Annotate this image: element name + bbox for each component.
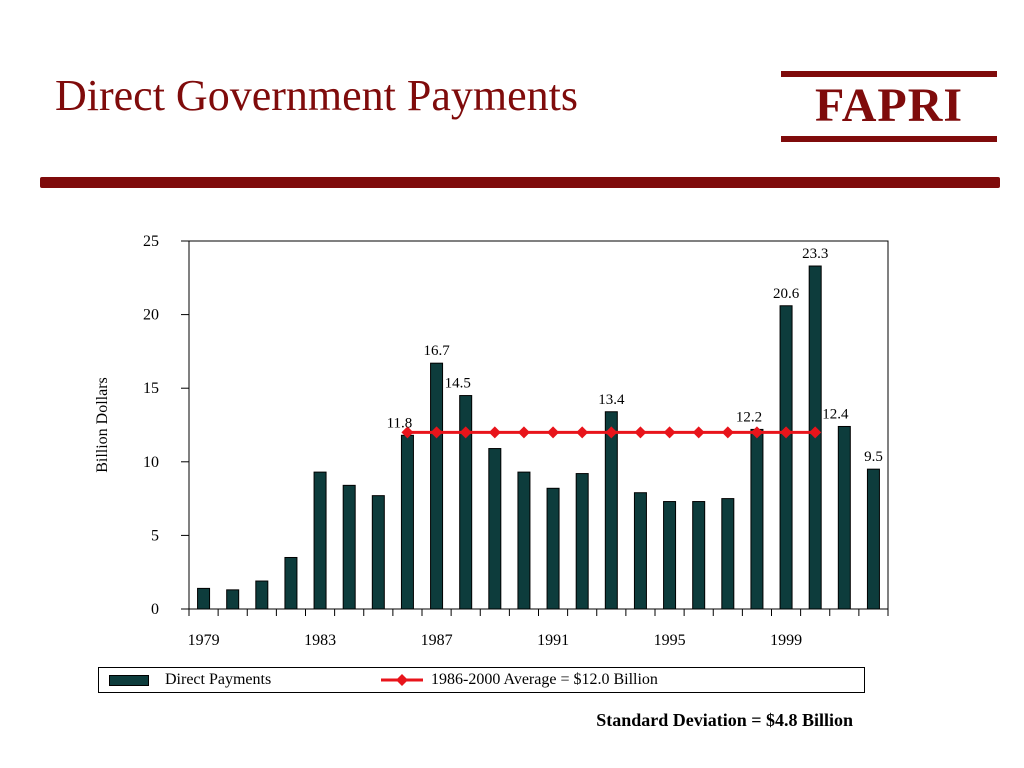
y-axis-label: Billion Dollars — [94, 377, 111, 473]
slide-title: Direct Government Payments — [55, 71, 578, 120]
bar — [721, 498, 735, 610]
x-tick-label: 1987 — [421, 632, 453, 649]
bar — [517, 471, 531, 610]
data-label: 20.6 — [773, 286, 800, 302]
x-tick-label: 1991 — [537, 632, 569, 649]
bar — [604, 411, 618, 610]
standard-deviation-note: Standard Deviation = $4.8 Billion — [596, 710, 853, 730]
bar — [226, 589, 240, 610]
average-marker — [547, 426, 560, 439]
legend-bar-swatch — [109, 675, 149, 686]
logo-bottom-bar — [781, 136, 997, 142]
bar — [371, 495, 385, 610]
average-marker — [663, 426, 676, 439]
x-tick-label: 1995 — [654, 632, 686, 649]
average-marker — [634, 426, 647, 439]
bar — [197, 587, 211, 610]
logo-text: FAPRI — [814, 79, 964, 132]
title-divider — [40, 177, 1000, 188]
average-marker — [430, 426, 443, 439]
average-marker — [576, 426, 589, 439]
bar — [400, 434, 414, 610]
bar — [255, 580, 269, 610]
bar — [692, 501, 706, 610]
average-marker — [488, 426, 501, 439]
average-marker — [721, 426, 734, 439]
y-tick-label: 0 — [151, 601, 159, 618]
bar — [837, 425, 851, 610]
x-tick-label: 1979 — [188, 632, 220, 649]
x-tick-label: 1999 — [770, 632, 802, 649]
average-marker — [459, 426, 472, 439]
data-label: 12.4 — [822, 406, 849, 422]
bar — [575, 473, 589, 610]
average-marker — [809, 426, 822, 439]
legend-label-average: 1986-2000 Average = $12.0 Billion — [431, 671, 658, 688]
bar — [633, 492, 647, 610]
y-tick-label: 15 — [143, 380, 159, 397]
data-label: 11.8 — [387, 415, 413, 431]
bar — [313, 471, 327, 610]
average-marker — [401, 426, 414, 439]
y-tick-label: 5 — [151, 527, 159, 544]
average-marker — [605, 426, 618, 439]
bar — [750, 428, 764, 610]
logo-top-bar — [781, 71, 997, 77]
chart-legend: Direct Payments 1986-2000 Average = $12.… — [98, 667, 865, 693]
bar — [779, 305, 793, 610]
y-tick-label: 25 — [143, 233, 159, 250]
bar — [488, 448, 502, 610]
data-label: 16.7 — [423, 343, 450, 359]
fapri-logo: FAPRI — [781, 71, 997, 143]
data-label: 13.4 — [598, 392, 625, 408]
legend-label-direct-payments: Direct Payments — [165, 671, 272, 688]
bar — [342, 484, 356, 610]
data-label: 12.2 — [736, 409, 762, 425]
average-marker — [780, 426, 793, 439]
y-tick-label: 10 — [143, 454, 159, 471]
average-marker — [517, 426, 530, 439]
bar — [663, 501, 677, 610]
bar — [430, 362, 444, 610]
legend-line-swatch — [381, 674, 423, 686]
average-marker — [750, 426, 763, 439]
bar — [546, 487, 560, 610]
bar — [459, 395, 473, 610]
bar — [866, 468, 880, 610]
y-tick-label: 20 — [143, 307, 159, 324]
data-label: 9.5 — [864, 449, 883, 465]
data-label: 23.3 — [802, 246, 828, 262]
average-marker — [692, 426, 705, 439]
data-label: 14.5 — [445, 376, 471, 392]
x-tick-label: 1983 — [304, 632, 336, 649]
bar — [284, 556, 298, 610]
